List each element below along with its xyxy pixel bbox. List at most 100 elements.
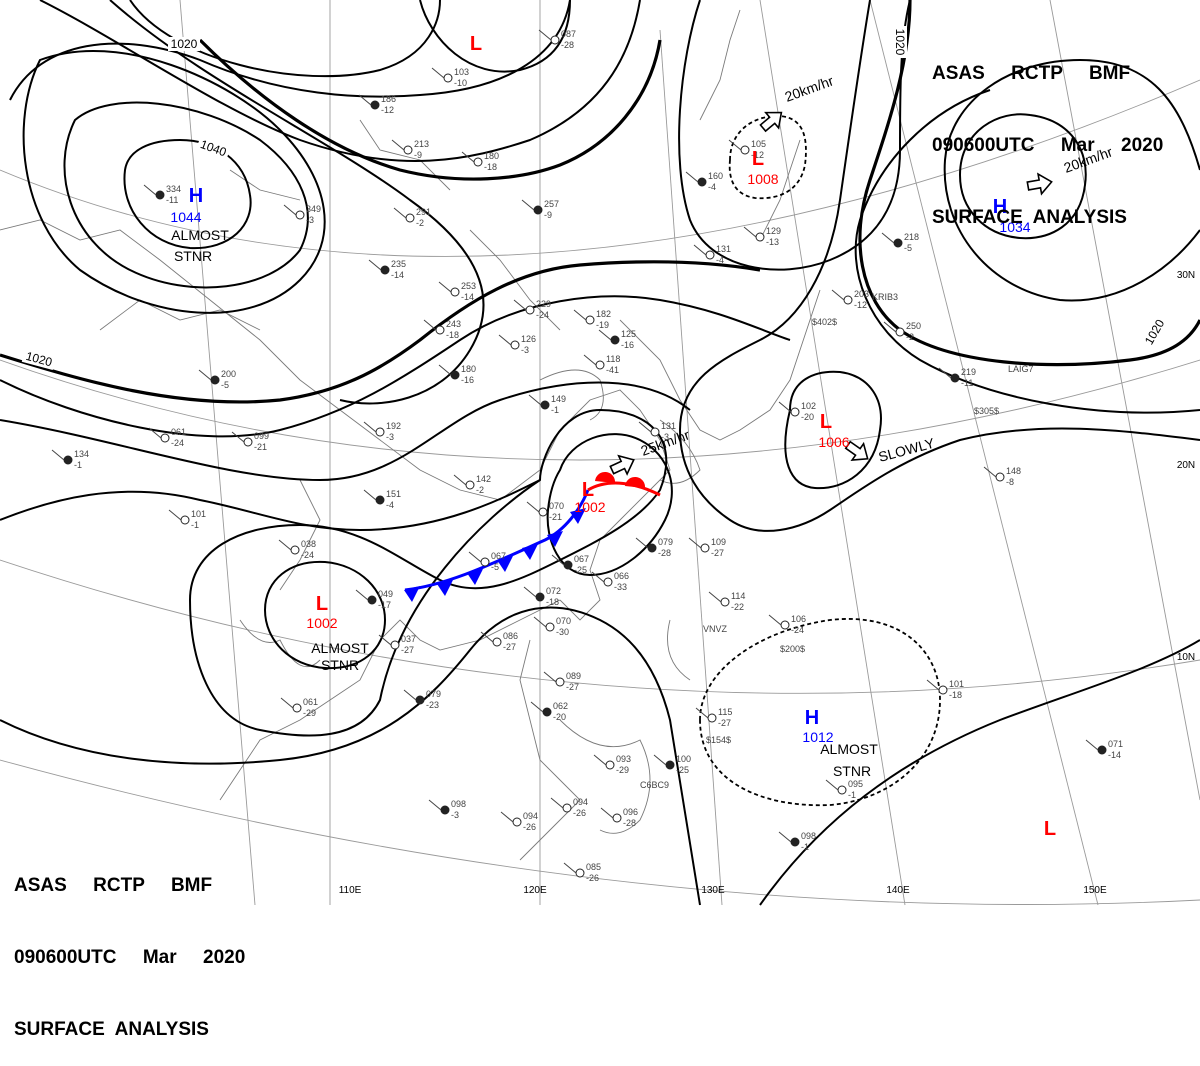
station-plot: 096-28 — [600, 807, 638, 828]
station-tendency: -28 — [658, 548, 671, 558]
isobar-label: 1020 — [171, 37, 198, 51]
station-pressure: 182 — [596, 309, 611, 319]
motion-speed: 20km/hr — [783, 72, 836, 104]
station-circle — [995, 472, 1005, 482]
station-circle — [843, 295, 853, 305]
wind-barb — [825, 779, 839, 791]
station-pressure: 071 — [1108, 739, 1123, 749]
station-tendency: -3 — [386, 432, 394, 442]
low-pressure-center: L — [470, 33, 482, 55]
station-pressure: 087 — [561, 29, 576, 39]
station-pressure: 086 — [503, 631, 518, 641]
station-tendency: -3 — [521, 345, 529, 355]
station-circle — [612, 813, 622, 823]
arrow-shape — [1026, 172, 1053, 196]
wind-barb — [461, 151, 475, 163]
station-plot: 186-12 — [358, 94, 396, 115]
wind-barb — [591, 571, 605, 583]
station-pressure: 218 — [904, 232, 919, 242]
wind-barb — [423, 319, 437, 331]
wind-barb — [431, 67, 445, 79]
station-pressure: 148 — [1006, 466, 1021, 476]
lon-label: 120E — [523, 885, 547, 896]
station-code: $305$ — [974, 406, 999, 416]
station-circle — [450, 370, 460, 380]
station-circle — [295, 210, 305, 220]
station-plot: 291-2 — [393, 207, 431, 228]
cold-front-triangle — [467, 569, 483, 585]
station-pressure: 126 — [521, 334, 536, 344]
station-plot: 079-23 — [403, 689, 441, 710]
station-plot: 093-29 — [593, 754, 631, 775]
arrow-shape — [759, 111, 783, 133]
station-circle — [790, 407, 800, 417]
station-pressure: 235 — [391, 259, 406, 269]
wind-barb — [438, 281, 452, 293]
station-circle — [160, 433, 170, 443]
station-pressure: 070 — [549, 501, 564, 511]
wind-barb — [523, 586, 537, 598]
station-circle — [210, 375, 220, 385]
station-circle — [63, 455, 73, 465]
station-tendency: -30 — [556, 627, 569, 637]
station-plot: 115-27 — [695, 707, 732, 728]
station-circle — [512, 817, 522, 827]
station-plot: 101-18 — [926, 679, 964, 700]
station-code: C6BC9 — [640, 780, 669, 790]
station-pressure: 250 — [906, 321, 921, 331]
motion-arrow — [759, 111, 783, 133]
high-symbol: H — [805, 707, 819, 729]
station-tendency: -23 — [426, 700, 439, 710]
station-plot: 243-18 — [423, 319, 461, 340]
station-plot: 102-20 — [778, 401, 816, 422]
station-pressure: 037 — [401, 634, 416, 644]
station-circle — [575, 868, 585, 878]
station-pressure: 180 — [484, 151, 499, 161]
station-circle — [895, 327, 905, 337]
station-circle — [603, 577, 613, 587]
station-plot: 086-27 — [480, 631, 518, 652]
station-tendency: -27 — [718, 718, 731, 728]
pressure-value: 1006 — [818, 434, 849, 450]
motion-speed: SLOWLY — [877, 434, 937, 464]
station-circle — [563, 560, 573, 570]
station-circle — [535, 592, 545, 602]
station-pressure: 114 — [731, 591, 745, 601]
station-circle — [473, 157, 483, 167]
station-plot: 218-5 — [881, 232, 919, 253]
wind-barb — [708, 591, 722, 603]
station-tendency: -1 — [551, 405, 559, 415]
low-symbol: L — [582, 479, 594, 501]
station-tendency: -24 — [301, 550, 314, 560]
dashed-isobars — [699, 115, 941, 807]
lon-label: 130E — [701, 885, 725, 896]
station-tendency: -5 — [491, 562, 499, 572]
low-symbol: L — [820, 411, 832, 433]
station-tendency: -10 — [454, 78, 467, 88]
wind-barb — [983, 466, 997, 478]
station-tendency: -5 — [904, 243, 912, 253]
station-pressure: 142 — [476, 474, 491, 484]
low-symbol: L — [470, 33, 482, 55]
station-plot: 094-26 — [500, 811, 538, 832]
station-plot: 213-9 — [391, 139, 429, 160]
station-circle — [755, 232, 765, 242]
wind-barb — [521, 199, 535, 211]
station-tendency: -3 — [306, 215, 314, 225]
motion-note: STNR — [321, 657, 359, 673]
pressure-value: 1044 — [170, 209, 201, 225]
station-circle — [1097, 745, 1107, 755]
station-plot: 148-8 — [983, 466, 1021, 487]
station-circle — [290, 545, 300, 555]
station-circle — [697, 177, 707, 187]
station-plot: 129-13 — [743, 226, 781, 247]
station-plot: 219-11 — [938, 367, 976, 388]
header-line-1: ASAS RCTP BMF — [932, 63, 1131, 84]
station-pressure: 192 — [386, 421, 401, 431]
station-pressure: 096 — [623, 807, 638, 817]
lat-lon-grid — [0, 0, 1200, 906]
station-plot: 250-2 — [883, 321, 921, 342]
station-plot: 334-11 — [143, 184, 181, 205]
station-tendency: -3 — [661, 432, 669, 442]
station-tendency: -20 — [553, 712, 566, 722]
